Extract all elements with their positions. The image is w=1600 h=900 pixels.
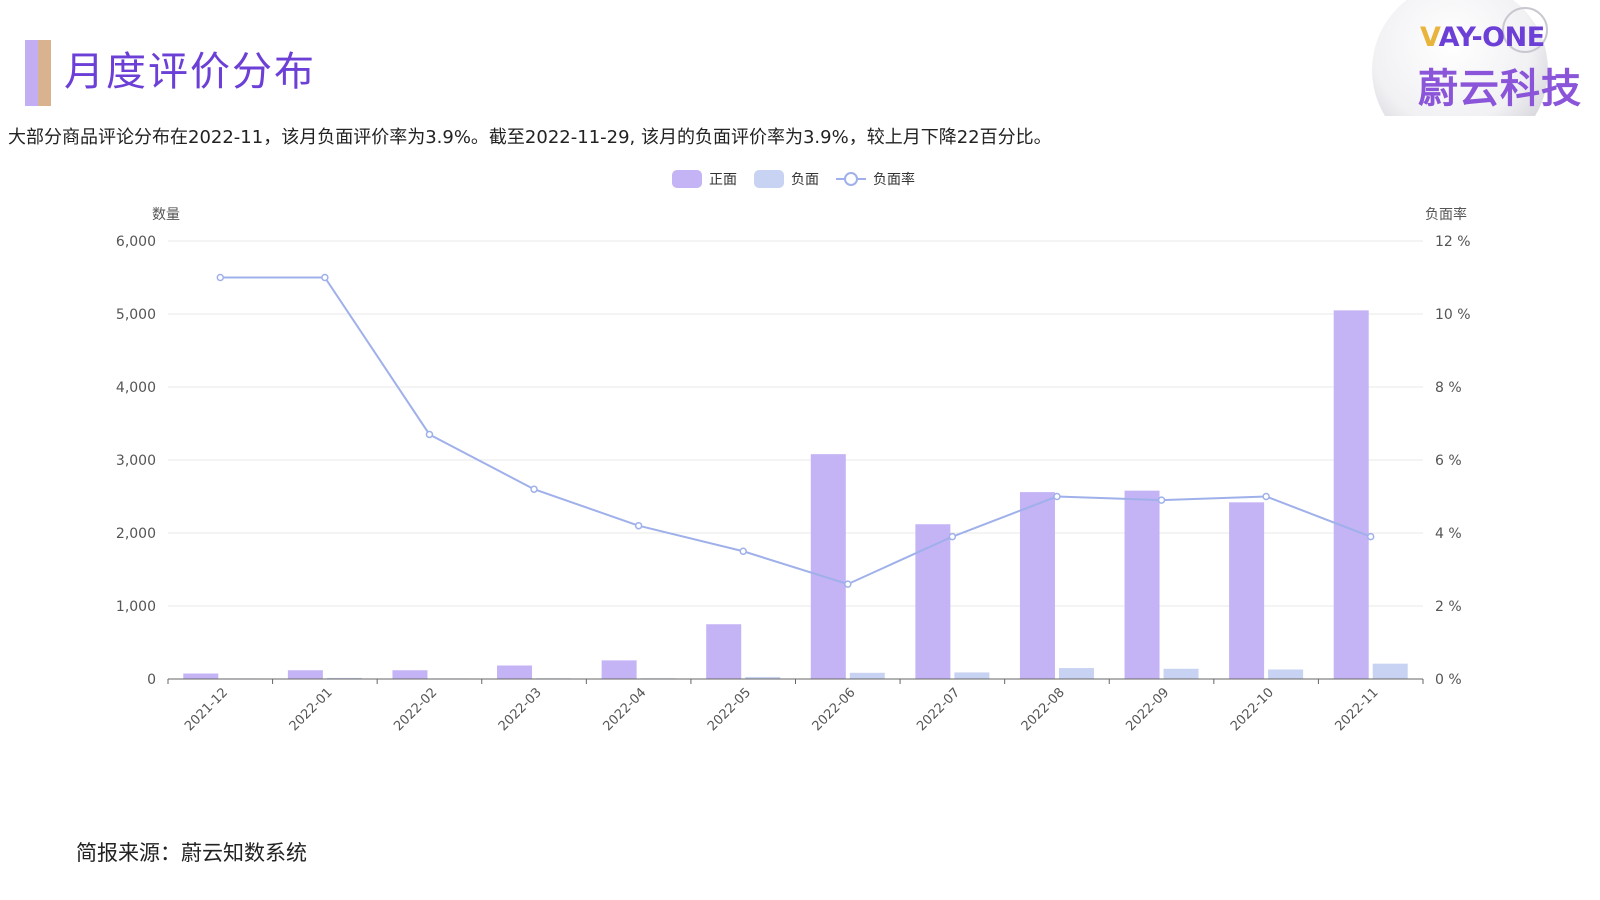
rate-point — [216, 273, 225, 282]
bar-positive — [1019, 492, 1055, 679]
bar-positive — [497, 665, 533, 679]
bar-negative — [745, 676, 781, 679]
logo-chinese: 蔚云科技 — [1418, 66, 1582, 112]
bar-negative — [1058, 668, 1094, 679]
rate-point — [844, 580, 852, 588]
bar-positive — [1124, 490, 1160, 679]
legend: 正面 负面 负面率 — [672, 170, 915, 188]
x-tick-label: 2022-10 — [1228, 685, 1277, 734]
y-left-tick-label: 4,000 — [116, 380, 156, 396]
y-right-tick-label: 10 % — [1435, 307, 1471, 323]
y-left-tick-label: 2,000 — [116, 526, 156, 542]
bar-negative — [1163, 668, 1199, 679]
y-right-tick-label: 12 % — [1435, 234, 1471, 250]
x-tick-label: 2022-06 — [810, 685, 859, 734]
x-tick-label: 2022-07 — [914, 685, 963, 734]
bar-positive — [1229, 502, 1265, 679]
review-distribution-chart: 0 0 % 1,000 2 % 2,000 4 % 3,000 6 % 4,000 8 % 5,00… — [116, 170, 1471, 734]
bar-positive — [601, 660, 637, 679]
summary-text: 大部分商品评论分布在2022-11，该月负面评价率为3.9%。截至2022-11… — [8, 127, 1052, 148]
x-tick-label: 2021-12 — [182, 685, 231, 734]
legend-negative: 负面 — [754, 170, 819, 188]
legend-swatch — [672, 170, 702, 188]
y-right-tick-label: 6 % — [1435, 453, 1462, 469]
bar-positive — [287, 670, 323, 679]
bar-negative — [326, 677, 362, 679]
legend-rate: 负面率 — [836, 171, 915, 188]
source-note: 简报来源：蔚云知数系统 — [76, 841, 307, 865]
y-right-axis-title: 负面率 — [1425, 206, 1467, 223]
y-left-tick-label: 0 — [147, 672, 156, 688]
x-tick-label: 2022-09 — [1123, 685, 1172, 734]
rate-point — [425, 430, 434, 439]
bar-positive — [183, 673, 219, 679]
y-left-tick-label: 3,000 — [116, 453, 156, 469]
bars — [183, 310, 1408, 680]
legend-label: 负面率 — [873, 171, 915, 188]
brand-logo: VAY-ONE 蔚云科技 — [1350, 0, 1590, 116]
bar-negative — [954, 672, 990, 679]
title-accent-bar — [25, 40, 51, 106]
y-right-tick-label: 0 % — [1435, 672, 1462, 688]
y-right-tick-label: 2 % — [1435, 599, 1462, 615]
bar-positive — [392, 670, 428, 679]
bar-negative — [1372, 663, 1408, 679]
rate-line — [216, 273, 1375, 588]
y-left-axis-title: 数量 — [152, 207, 180, 223]
logo-sphere — [1372, 0, 1548, 116]
y-left-tick-label: 6,000 — [116, 234, 156, 250]
bar-positive — [706, 624, 742, 679]
page-title: 月度评价分布 — [64, 49, 316, 95]
rate-point — [948, 532, 957, 541]
x-tick-label: 2022-02 — [391, 685, 440, 734]
rate-polyline — [220, 276, 1372, 586]
rate-point — [1262, 492, 1270, 501]
x-tick-label: 2022-05 — [705, 685, 754, 734]
y-right-tick-label: 4 % — [1435, 526, 1462, 542]
axes: 0 0 % 1,000 2 % 2,000 4 % 3,000 6 % 4,000 8 % 5,00… — [116, 206, 1471, 734]
rate-point — [321, 273, 329, 282]
rate-point — [530, 485, 538, 493]
rate-point — [1366, 532, 1375, 541]
x-tick-label: 2022-01 — [287, 685, 336, 734]
rate-point — [634, 521, 643, 530]
legend-swatch — [754, 170, 784, 188]
bar-positive — [1333, 310, 1369, 679]
bar-positive — [915, 524, 951, 679]
legend-label: 负面 — [791, 172, 819, 188]
y-right-tick-label: 8 % — [1435, 380, 1462, 396]
rate-point — [739, 547, 747, 555]
bar-negative — [1268, 669, 1304, 679]
x-tick-label: 2022-03 — [496, 685, 545, 734]
logo-english: VAY-ONE — [1420, 22, 1545, 53]
x-tick-label: 2022-08 — [1019, 685, 1068, 734]
legend-label: 正面 — [709, 172, 737, 188]
bar-negative — [849, 672, 885, 679]
y-left-tick-label: 5,000 — [116, 307, 156, 323]
x-tick-label: 2022-11 — [1333, 685, 1382, 734]
legend-positive: 正面 — [672, 170, 737, 188]
rate-point — [1053, 492, 1061, 501]
rate-point — [1157, 496, 1166, 504]
x-tick-label: 2022-04 — [600, 685, 649, 734]
bar-positive — [810, 454, 846, 679]
grid-lines — [168, 240, 1423, 607]
legend-swatch-marker — [844, 172, 858, 186]
y-left-tick-label: 1,000 — [116, 599, 156, 615]
